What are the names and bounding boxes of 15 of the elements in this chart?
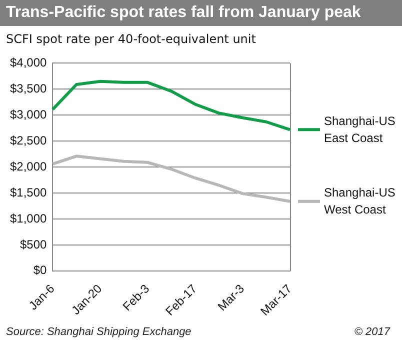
source-note: Source: Shanghai Shipping Exchange bbox=[6, 326, 192, 338]
y-tick-label: $2,000 bbox=[10, 159, 48, 174]
chart-title: Trans-Pacific spot rates fall from January peak bbox=[0, 0, 402, 26]
y-tick-label: $3,500 bbox=[10, 81, 48, 96]
text: © 2017 bbox=[354, 326, 390, 338]
y-tick-label: $500 bbox=[20, 237, 48, 252]
y-tick-label: $4,000 bbox=[10, 56, 48, 70]
y-tick-label: $3,000 bbox=[10, 107, 48, 122]
y-tick-label: $1,000 bbox=[10, 211, 48, 226]
legend-label: Shanghai-US East Coast bbox=[324, 114, 396, 145]
y-tick-label: $1,500 bbox=[10, 185, 48, 200]
legend-label: Shanghai-US West Coast bbox=[324, 186, 396, 217]
chart-subtitle: SCFI spot rate per 40-foot-equivalent unit bbox=[6, 32, 257, 46]
y-tick-label: $0 bbox=[33, 263, 48, 278]
y-tick-label: $2,500 bbox=[10, 133, 48, 148]
